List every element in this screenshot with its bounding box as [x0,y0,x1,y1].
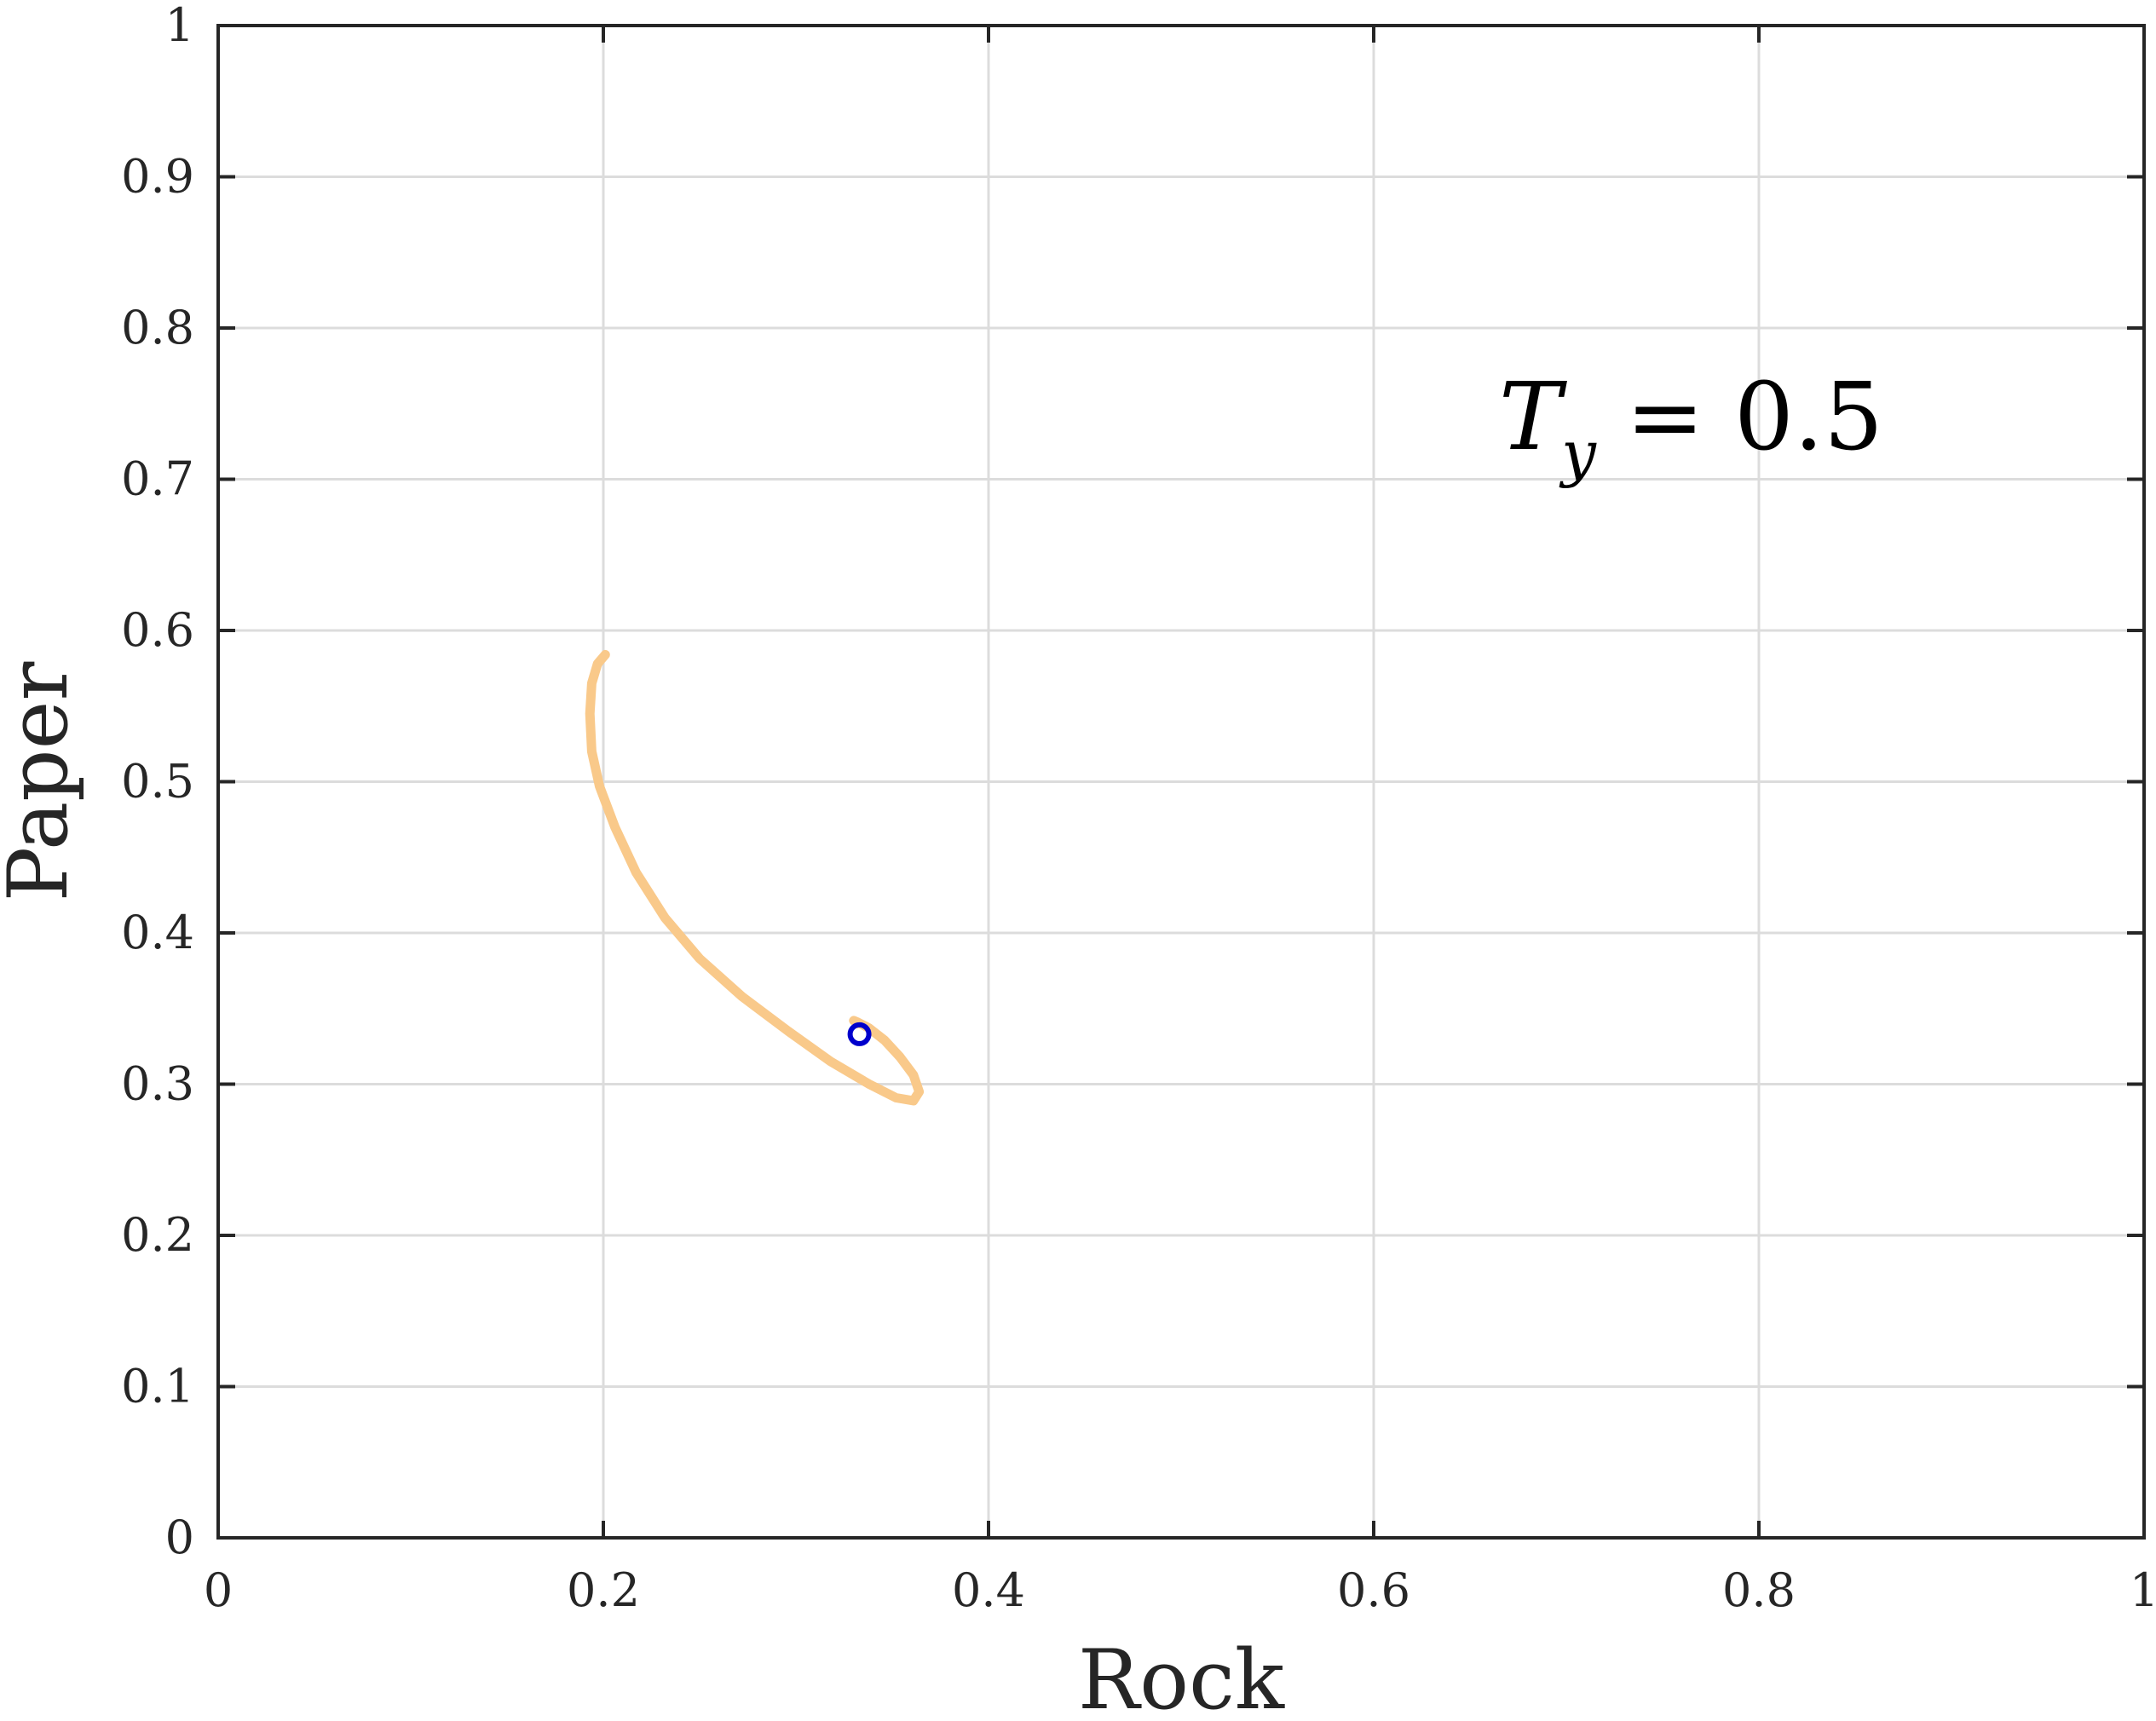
x-tick-labels: 0 0.2 0.4 0.6 0.8 1 [204,1563,2156,1617]
y-tick-label: 0.7 [121,452,194,506]
equilibrium-point [847,1022,872,1046]
y-tick-label: 0.2 [121,1208,194,1262]
y-tick-label: 0.9 [121,150,194,204]
x-tick-label: 1 [2130,1563,2156,1617]
y-axis-label: Paper [0,662,86,902]
parameter-annotation: Ty = 0.5 [1499,362,1883,489]
annotation-value: = 0.5 [1596,362,1883,471]
x-tick-label: 0 [204,1563,233,1617]
y-tick-label: 1 [165,0,194,52]
annotation-variable: T [1499,362,1568,471]
y-tick-label: 0.6 [121,603,194,657]
trajectory-line [585,649,925,1106]
grid-lines [218,26,2144,1538]
x-tick-label: 0.8 [1722,1563,1796,1617]
y-tick-label: 0.1 [121,1360,194,1413]
x-tick-label: 0.6 [1337,1563,1410,1617]
y-tick-label: 0.4 [121,906,194,959]
y-tick-label: 0.8 [121,301,194,354]
series-layer [585,649,925,1106]
y-tick-label: 0.3 [121,1057,194,1111]
x-axis-label: Rock [1078,1632,1285,1721]
y-tick-labels: 0 0.1 0.2 0.3 0.4 0.5 0.6 0.7 0.8 0.9 1 [121,0,194,1564]
x-tick-label: 0.2 [567,1563,640,1617]
annotation-subscript: y [1559,417,1597,489]
x-tick-label: 0.4 [952,1563,1025,1617]
axis-ticks [216,24,2146,1540]
y-tick-label: 0.5 [121,755,194,809]
y-tick-label: 0 [165,1511,194,1564]
